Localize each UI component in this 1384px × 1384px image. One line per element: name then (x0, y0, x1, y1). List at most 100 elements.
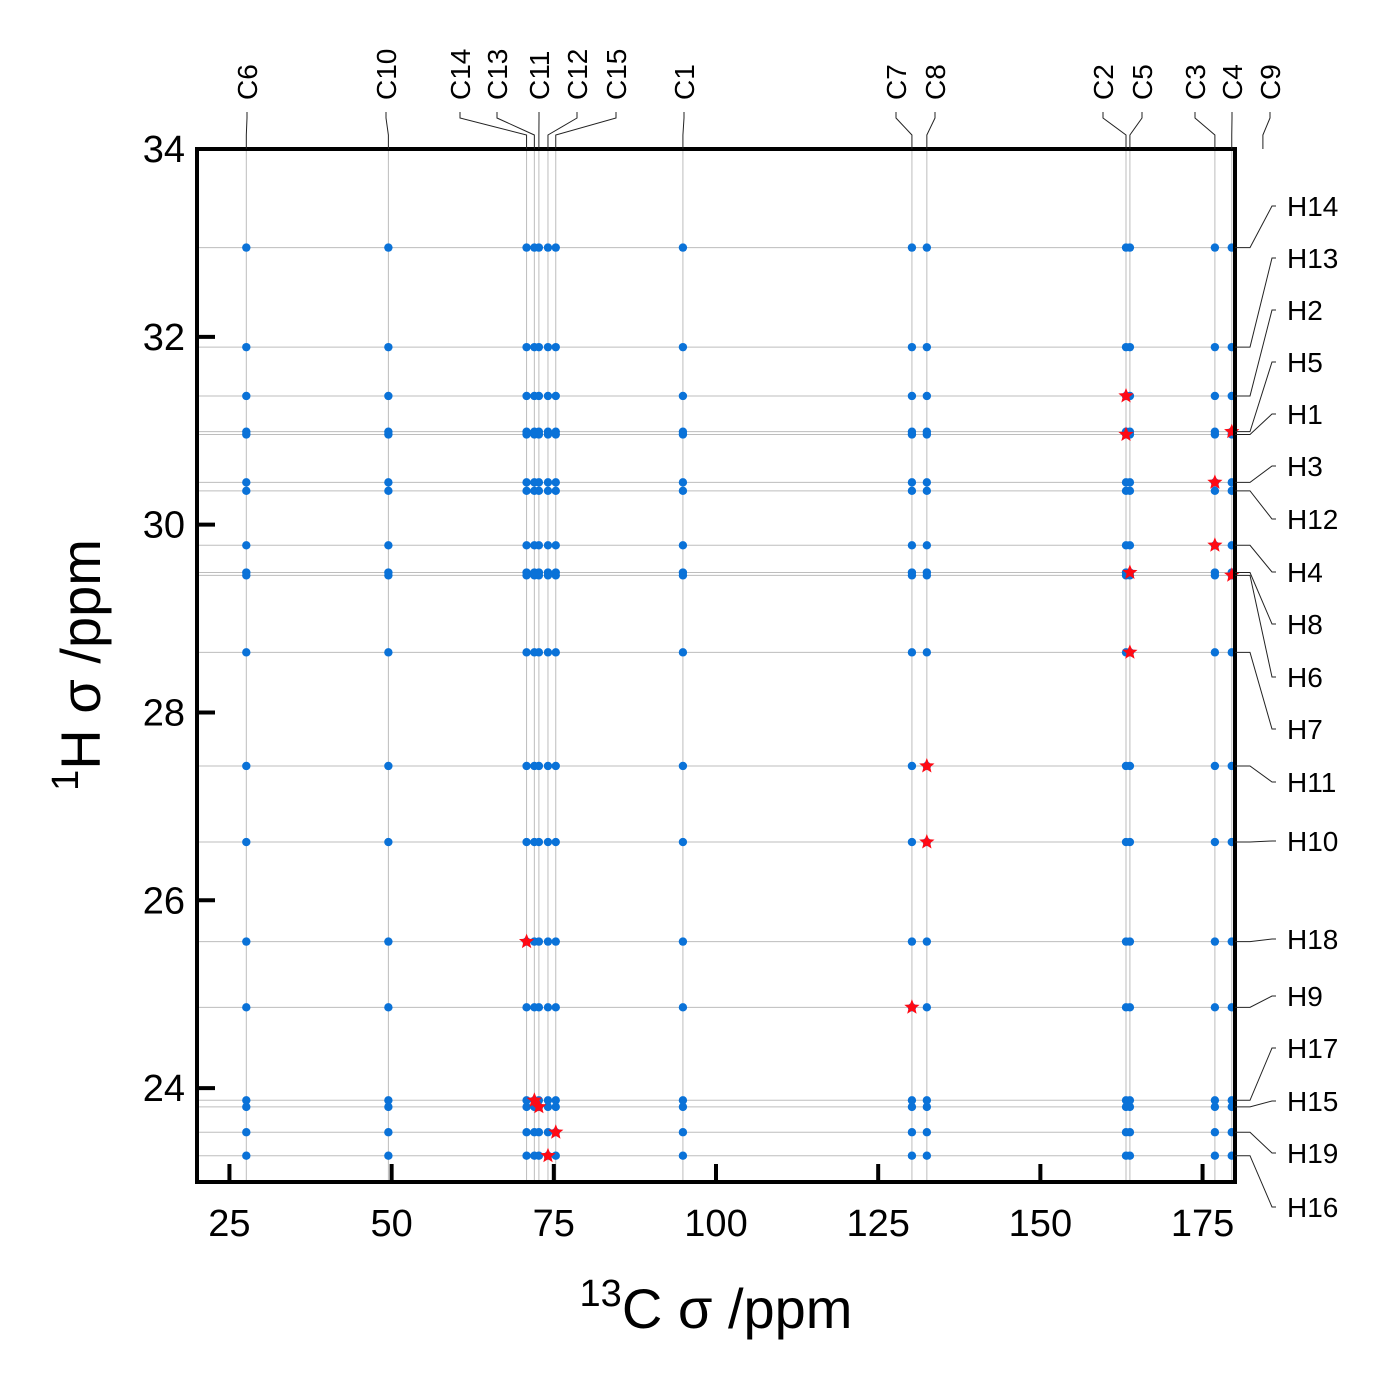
carbon-labels: C6 C10 C14 C13 C11 C12 C15 C1 C7 C8 C2 C5 C3 C4 C9 (232, 49, 1286, 149)
dot-C12-H14 (543, 243, 553, 252)
hydrogen-labels: H14 H13 H2 H5 H1 H3 H12 H4 H8 H6 H7 H11 H10 H18 H9 H17 H… (1235, 191, 1338, 1223)
dot-C7-H1 (907, 430, 917, 439)
leader-h7 (1235, 651, 1276, 730)
dot-C3-H17 (1210, 1096, 1220, 1105)
y-tick-label: 34 (143, 129, 185, 171)
dot-C1-H10 (678, 837, 688, 847)
dot-C5-H17 (1125, 1096, 1135, 1105)
leader-h9 (1235, 995, 1276, 1008)
dot-C1-H13 (678, 342, 688, 352)
dot-C15-H12 (551, 486, 560, 496)
hydrogen-label-h19: H19 (1287, 1138, 1338, 1169)
dot-C15-H17 (551, 1096, 560, 1105)
y-tick-label: 28 (143, 692, 185, 734)
dot-C6-H14 (242, 243, 251, 252)
dot-C11-H6 (534, 571, 544, 580)
dot-C6-H19 (242, 1128, 251, 1137)
y-tick-label: 30 (143, 505, 185, 547)
carbon-label-c10: C10 (371, 49, 402, 100)
leader-h19 (1235, 1131, 1276, 1154)
dot-C11-H18 (534, 937, 544, 946)
dot-C3-H11 (1210, 761, 1220, 771)
carbon-label-c14: C14 (445, 49, 476, 100)
dot-C7-H10 (907, 837, 917, 847)
leader-h18 (1235, 938, 1276, 943)
dot-C1-H14 (678, 243, 688, 252)
star-C5-H7 (1122, 644, 1138, 659)
y-tick-label: 24 (143, 1068, 185, 1110)
dot-C8-H3 (922, 478, 932, 487)
dot-C10-H3 (384, 478, 393, 487)
dot-C6-H17 (242, 1096, 251, 1105)
dot-C7-H19 (907, 1128, 917, 1137)
dot-C7-H17 (907, 1096, 917, 1105)
star-C2-H2 (1118, 388, 1134, 403)
hydrogen-label-h9: H9 (1287, 981, 1323, 1012)
dot-C14-H4 (522, 541, 531, 550)
x-axis-title: 13C σ /ppm (580, 1273, 853, 1340)
dot-C11-H14 (534, 243, 544, 252)
dot-C11-H10 (534, 837, 544, 847)
y-axis-title: 1H σ /ppm (45, 539, 112, 791)
carbon-label-c2: C2 (1088, 64, 1119, 100)
dot-C3-H16 (1210, 1151, 1220, 1160)
carbon-label-c12: C12 (562, 49, 593, 100)
dot-C10-H1 (384, 430, 393, 439)
leader-h14 (1235, 205, 1276, 249)
leader-c8 (926, 112, 936, 149)
star-C8-H10 (919, 834, 935, 849)
dot-C8-H2 (922, 391, 932, 401)
star-C4-H6 (1224, 567, 1240, 582)
dot-C11-H16 (534, 1151, 544, 1160)
leader-c14 (459, 112, 528, 149)
dot-C10-H7 (384, 648, 393, 657)
dot-C8-H9 (922, 1003, 932, 1012)
dot-C14-H19 (522, 1128, 531, 1137)
dot-C8-H16 (922, 1151, 932, 1160)
dot-C5-H11 (1125, 761, 1135, 771)
dot-C1-H19 (678, 1128, 688, 1137)
hydrogen-label-h18: H18 (1287, 924, 1338, 955)
hydrogen-label-h14: H14 (1287, 191, 1338, 222)
dot-C3-H13 (1210, 342, 1220, 352)
dot-C1-H15 (678, 1102, 688, 1112)
dot-C6-H7 (242, 648, 251, 657)
dot-C12-H6 (543, 571, 553, 580)
dot-C14-H7 (522, 648, 531, 657)
dot-C11-H9 (534, 1003, 544, 1012)
dot-C14-H3 (522, 478, 531, 487)
dot-C6-H2 (242, 391, 251, 401)
dot-C12-H10 (543, 837, 553, 847)
dot-C14-H6 (522, 571, 531, 580)
dot-C8-H6 (922, 571, 932, 580)
dot-C15-H6 (551, 571, 560, 580)
hydrogen-label-h3: H3 (1287, 451, 1323, 482)
leader-h5 (1235, 361, 1276, 433)
dot-C1-H2 (678, 391, 688, 401)
star-C11-H15 (531, 1098, 547, 1114)
hydrogen-label-h17: H17 (1287, 1033, 1338, 1064)
dot-C7-H2 (907, 391, 917, 401)
leader-c2 (1102, 112, 1127, 149)
dot-C1-H9 (678, 1003, 688, 1012)
carbon-label-c13: C13 (482, 49, 513, 100)
dot-C11-H11 (534, 761, 544, 771)
carbon-label-c8: C8 (920, 64, 951, 100)
dot-C10-H9 (384, 1003, 393, 1012)
leader-c9 (1262, 112, 1271, 149)
correlation-dots (242, 243, 1236, 1160)
dot-C14-H1 (522, 430, 531, 439)
dot-C12-H3 (543, 478, 553, 487)
dot-C12-H2 (543, 391, 553, 401)
leader-c1 (682, 112, 685, 149)
hydrogen-label-h5: H5 (1287, 347, 1323, 378)
dot-C10-H18 (384, 937, 393, 946)
dot-C7-H11 (907, 761, 917, 771)
leader-h4 (1235, 544, 1276, 573)
leader-c7 (895, 112, 913, 149)
dot-C11-H12 (534, 486, 544, 496)
star-C3-H3 (1207, 474, 1223, 489)
hydrogen-label-h8: H8 (1287, 609, 1323, 640)
dot-C6-H10 (242, 837, 251, 847)
dot-C8-H1 (922, 430, 932, 439)
